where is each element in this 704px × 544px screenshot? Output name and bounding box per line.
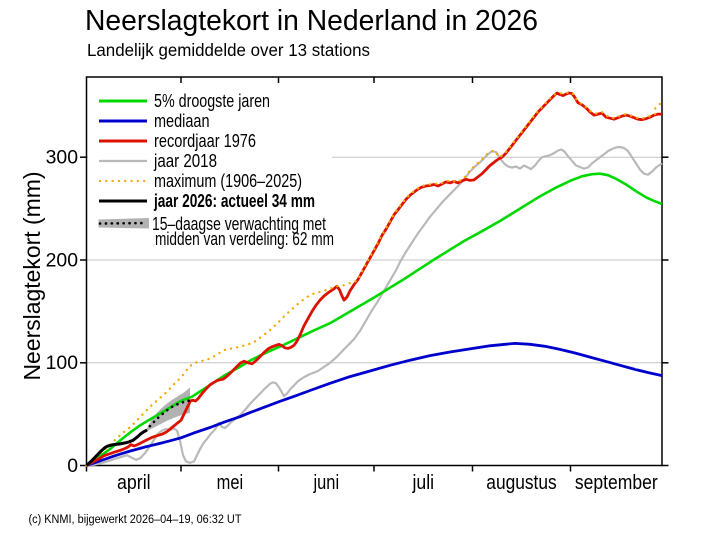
svg-text:september: september [575, 471, 658, 494]
svg-text:Neerslagtekort in Nederland in: Neerslagtekort in Nederland in 2026 [85, 5, 538, 37]
svg-text:april: april [117, 471, 151, 494]
svg-text:200: 200 [46, 249, 79, 271]
svg-text:juli: juli [412, 471, 434, 494]
svg-text:5% droogste jaren: 5% droogste jaren [154, 90, 270, 111]
svg-text:Neerslagtekort (mm): Neerslagtekort (mm) [19, 172, 45, 381]
svg-text:300: 300 [46, 147, 79, 169]
svg-text:maximum (1906‒2025): maximum (1906‒2025) [154, 170, 302, 191]
svg-text:midden van verdeling: 62 mm: midden van verdeling: 62 mm [155, 228, 334, 249]
svg-text:mei: mei [217, 471, 244, 494]
svg-text:mediaan: mediaan [154, 110, 210, 131]
svg-text:juni: juni [313, 471, 339, 494]
svg-text:Landelijk gemiddelde over 13 s: Landelijk gemiddelde over 13 stations [87, 40, 370, 60]
svg-text:recordjaar 1976: recordjaar 1976 [154, 130, 256, 151]
svg-text:100: 100 [46, 352, 79, 374]
svg-text:(c) KNMI, bijgewerkt 2026‒04‒1: (c) KNMI, bijgewerkt 2026‒04‒19, 06:32 U… [29, 512, 242, 526]
svg-text:jaar 2018: jaar 2018 [153, 150, 217, 171]
svg-text:augustus: augustus [486, 471, 556, 494]
svg-text:15‒daagse verwachting met: 15‒daagse verwachting met [152, 213, 326, 234]
svg-text:jaar 2026: actueel 34 mm: jaar 2026: actueel 34 mm [153, 190, 315, 211]
svg-text:0: 0 [67, 455, 78, 477]
